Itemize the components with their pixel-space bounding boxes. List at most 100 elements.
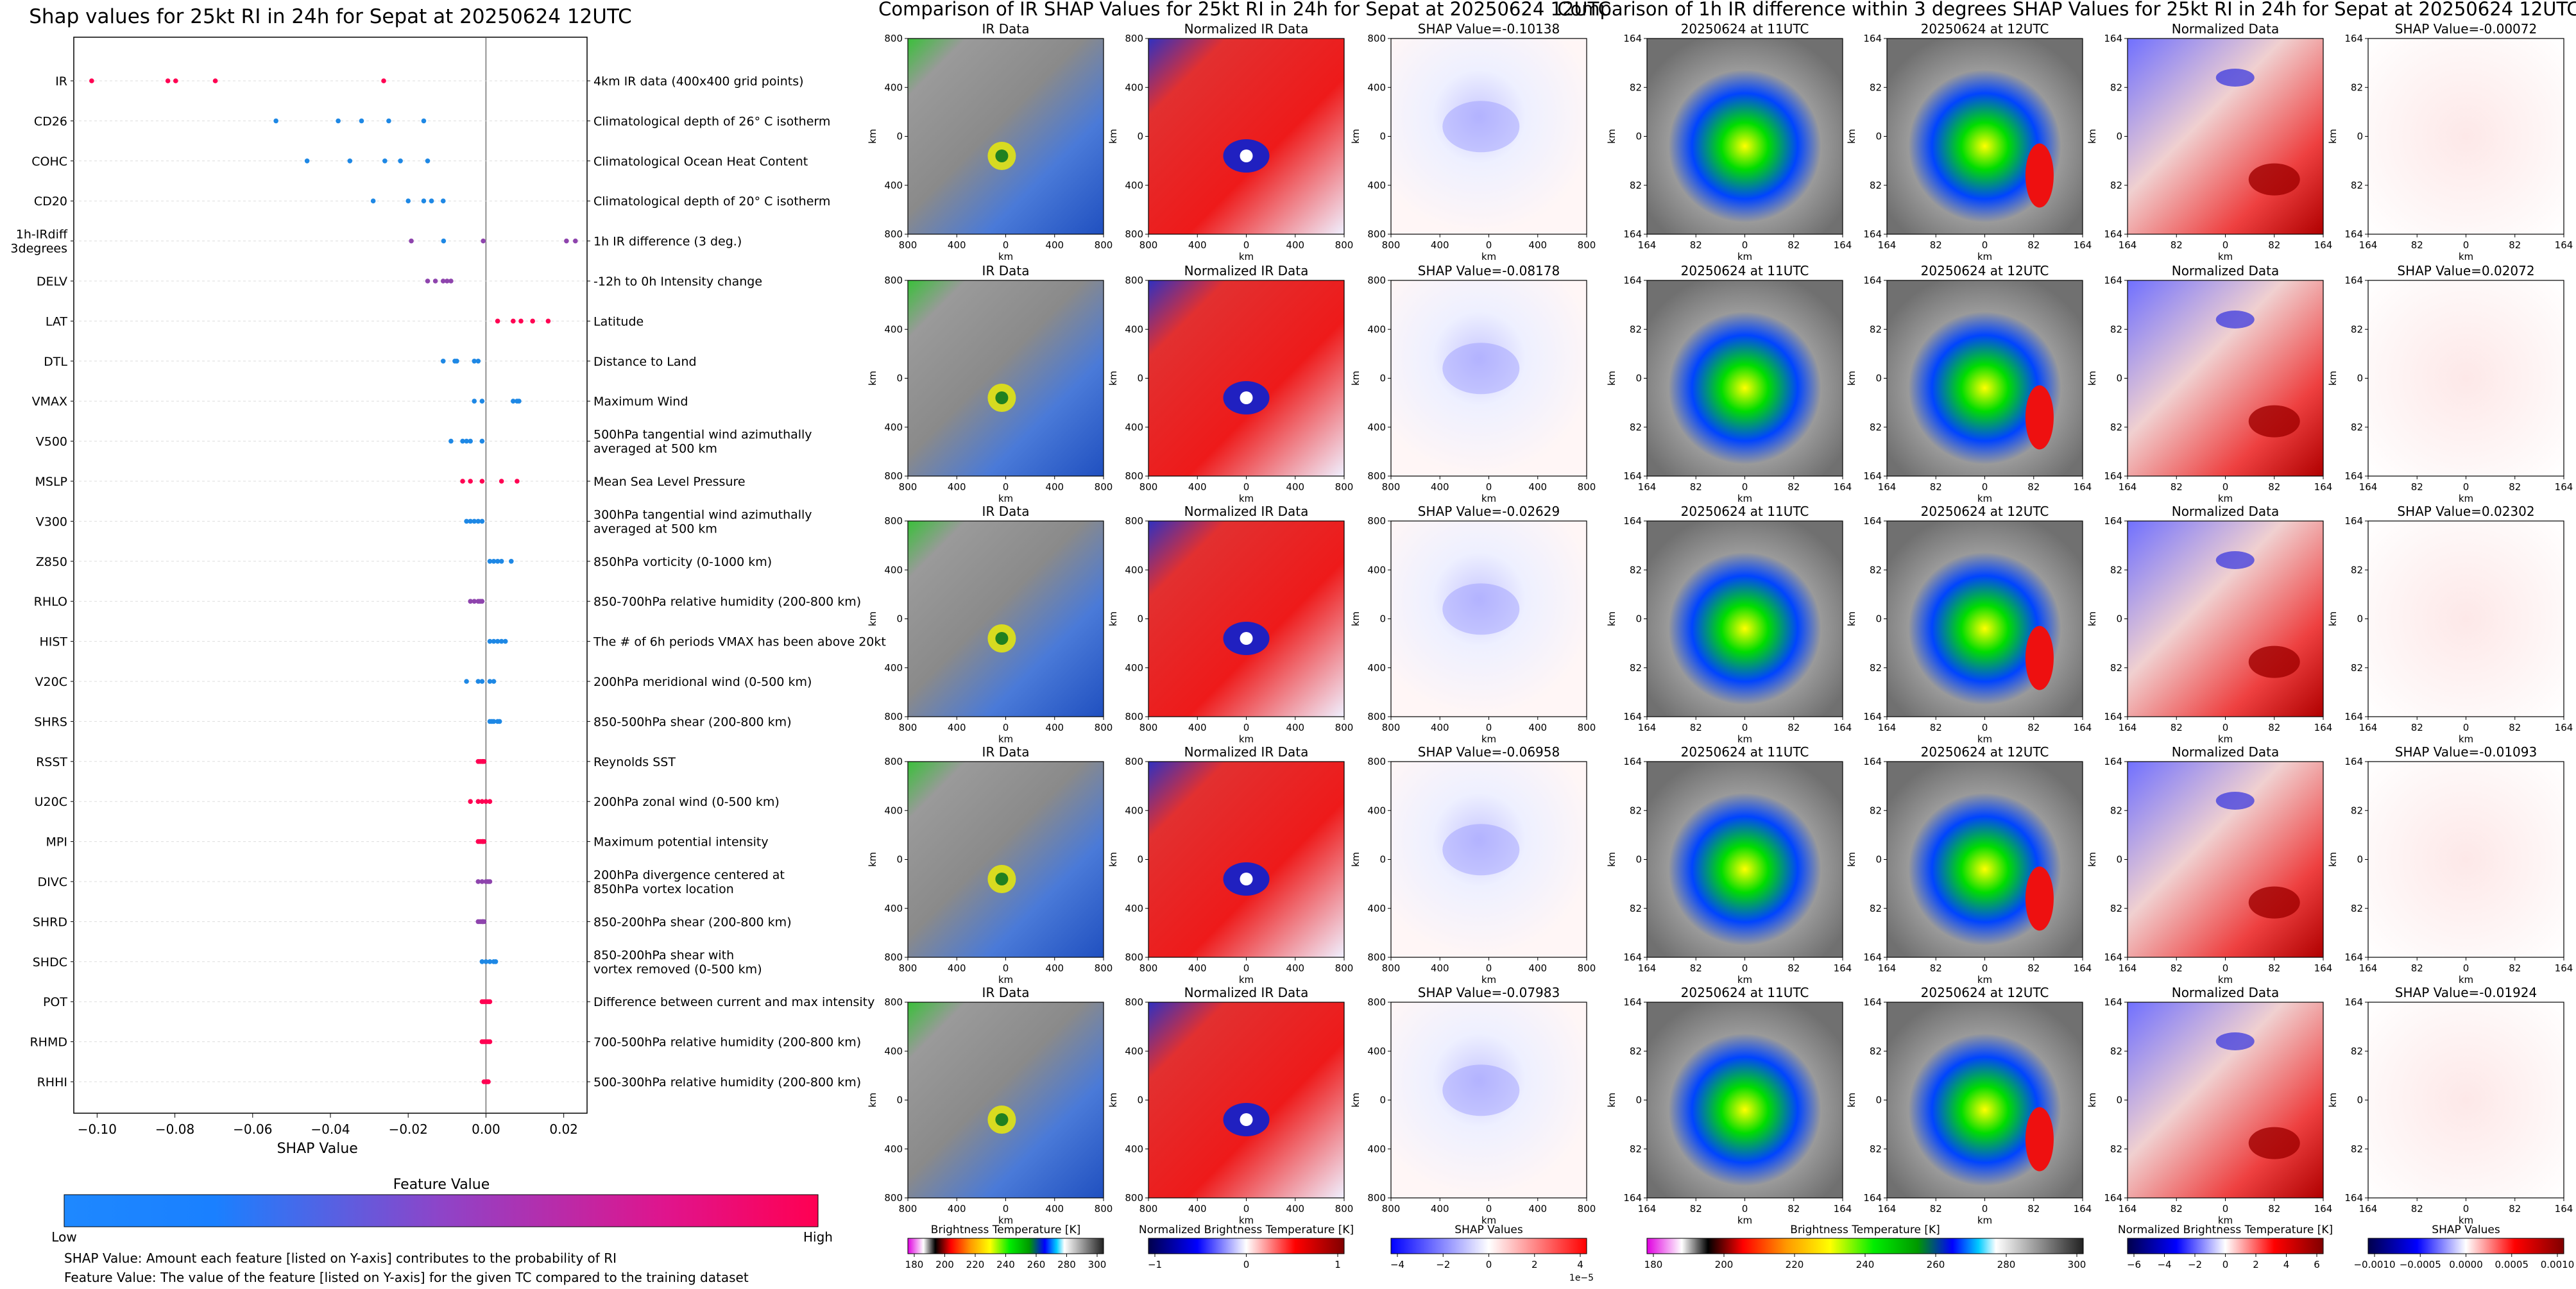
x-axis-label: km xyxy=(1737,733,1752,745)
diff-panel-title: 20250624 at 12UTC xyxy=(1921,21,2049,37)
y-tick-label: 0 xyxy=(896,1095,903,1106)
diff-image-panel xyxy=(1887,38,2083,234)
y-axis-label: km xyxy=(2327,129,2339,144)
x-tick-label: 164 xyxy=(2359,1203,2378,1215)
x-tick-label: 82 xyxy=(1930,962,1942,974)
feature-label: RHMD xyxy=(30,1036,67,1050)
shap-panel-title: SHAP Value=-0.10138 xyxy=(1418,21,1560,37)
feature-description: 200hPa zonal wind (0-500 km) xyxy=(593,795,780,809)
shap-point xyxy=(487,999,493,1004)
shap-point xyxy=(468,479,473,484)
x-tick-label: 800 xyxy=(1335,1203,1354,1215)
shap-point xyxy=(475,679,481,684)
x-axis-label: km xyxy=(2218,733,2233,745)
y-tick-label: 400 xyxy=(1367,323,1386,335)
diff-image-panel xyxy=(2368,280,2564,476)
feature-label: V300 xyxy=(36,515,67,529)
x-tick-label: 800 xyxy=(1382,481,1401,493)
y-tick-label: 0 xyxy=(1875,613,1882,625)
colorbar-tick-label: 220 xyxy=(1786,1259,1804,1270)
x-tick-label: 164 xyxy=(2074,1203,2092,1215)
x-axis-label: km xyxy=(2459,1215,2473,1226)
y-axis-label: km xyxy=(1606,129,1617,144)
x-tick-label: 82 xyxy=(2268,239,2280,251)
ir-image-panel xyxy=(1391,38,1587,234)
y-tick-label: 164 xyxy=(1863,952,1882,963)
y-tick-label: 164 xyxy=(2344,275,2363,286)
middle-title: Comparison of IR SHAP Values for 25kt RI… xyxy=(878,0,1611,20)
y-axis-label: km xyxy=(2327,1093,2339,1107)
colorbar-tick-label: −0.0005 xyxy=(2400,1259,2441,1270)
shap-point xyxy=(487,679,493,684)
x-tick-label: 164 xyxy=(1638,239,1657,251)
diff-shap-panel-title: SHAP Value=-0.01924 xyxy=(2395,985,2537,1000)
y-axis-label: km xyxy=(867,852,878,867)
diff-image-panel xyxy=(1647,280,1843,476)
shap-point xyxy=(386,118,391,124)
y-tick-label: 0 xyxy=(2357,613,2363,625)
y-tick-label: 0 xyxy=(1635,373,1642,384)
x-tick-label: 82 xyxy=(2027,722,2040,733)
diff-image-panel xyxy=(1647,38,1843,234)
y-tick-label: 82 xyxy=(2110,1045,2122,1057)
x-axis-label: km xyxy=(1481,251,1496,262)
y-tick-label: 800 xyxy=(1125,275,1143,286)
normalized-min xyxy=(2215,1032,2255,1050)
shap-point xyxy=(304,158,310,164)
shap-point xyxy=(483,959,489,964)
y-tick-label: 164 xyxy=(2104,228,2122,240)
y-tick-label: 400 xyxy=(1125,662,1143,674)
colorbar-tick-label: 280 xyxy=(1057,1259,1076,1270)
y-tick-label: 164 xyxy=(2104,515,2122,527)
y-tick-label: 164 xyxy=(2104,275,2122,286)
feature-label: LAT xyxy=(46,314,68,329)
x-tick-label: 164 xyxy=(2555,1203,2573,1215)
colorbar-tick-label: 240 xyxy=(1856,1259,1875,1270)
x-tick-label: 400 xyxy=(1045,962,1064,974)
diff-image-panel xyxy=(2368,762,2564,957)
diff-image-panel xyxy=(2128,1002,2323,1198)
storm-eye xyxy=(995,391,1009,404)
y-tick-label: 82 xyxy=(1630,805,1642,816)
feature-label: 1h-IRdiff xyxy=(16,228,68,242)
x-tick-label: 0 xyxy=(1742,481,1748,493)
x-tick-label: 82 xyxy=(2027,962,2040,974)
shap-point xyxy=(440,278,446,284)
shap-point xyxy=(347,158,353,164)
y-tick-label: 0 xyxy=(1137,613,1143,625)
y-tick-label: 164 xyxy=(2344,33,2363,44)
x-tick-label: 0 xyxy=(2222,1203,2229,1215)
shap-point xyxy=(479,599,485,604)
shap-panel-title: SHAP Value=-0.08178 xyxy=(1418,263,1560,278)
y-tick-label: 164 xyxy=(2104,952,2122,963)
x-tick-label: 164 xyxy=(2119,962,2137,974)
diff-panel-title: 20250624 at 11UTC xyxy=(1681,504,1809,519)
y-axis-label: km xyxy=(867,129,878,144)
y-tick-label: 82 xyxy=(2351,564,2363,576)
x-tick-label: 82 xyxy=(1930,481,1942,493)
colorbar-tick-label: −1 xyxy=(1148,1259,1162,1270)
shap-point xyxy=(479,799,485,804)
shap-point xyxy=(165,78,171,83)
x-tick-label: 400 xyxy=(948,962,966,974)
y-tick-label: 164 xyxy=(2104,470,2122,482)
y-axis-label: km xyxy=(1107,852,1119,867)
y-tick-label: 400 xyxy=(1125,323,1143,335)
feature-description: 300hPa tangential wind azimuthally xyxy=(593,508,812,522)
y-tick-label: 164 xyxy=(1623,275,1642,286)
x-tick-label: 0 xyxy=(1003,722,1009,733)
y-tick-label: 400 xyxy=(1367,903,1386,914)
y-tick-label: 400 xyxy=(1367,1045,1386,1057)
y-tick-label: 0 xyxy=(1379,131,1386,142)
x-tick-label: 400 xyxy=(1045,722,1064,733)
y-axis-label: km xyxy=(1606,1093,1617,1107)
y-tick-label: 800 xyxy=(884,470,903,482)
x-tick-label: 0 xyxy=(1742,722,1748,733)
y-tick-label: 0 xyxy=(1379,1095,1386,1106)
y-tick-label: 164 xyxy=(2104,996,2122,1008)
diff-panel-title: 20250624 at 12UTC xyxy=(1921,985,2049,1000)
x-tick-label: 164 xyxy=(2555,481,2573,493)
x-tick-label: 800 xyxy=(1578,481,1596,493)
x-tick-label: 164 xyxy=(2074,722,2092,733)
y-tick-label: 400 xyxy=(1125,903,1143,914)
